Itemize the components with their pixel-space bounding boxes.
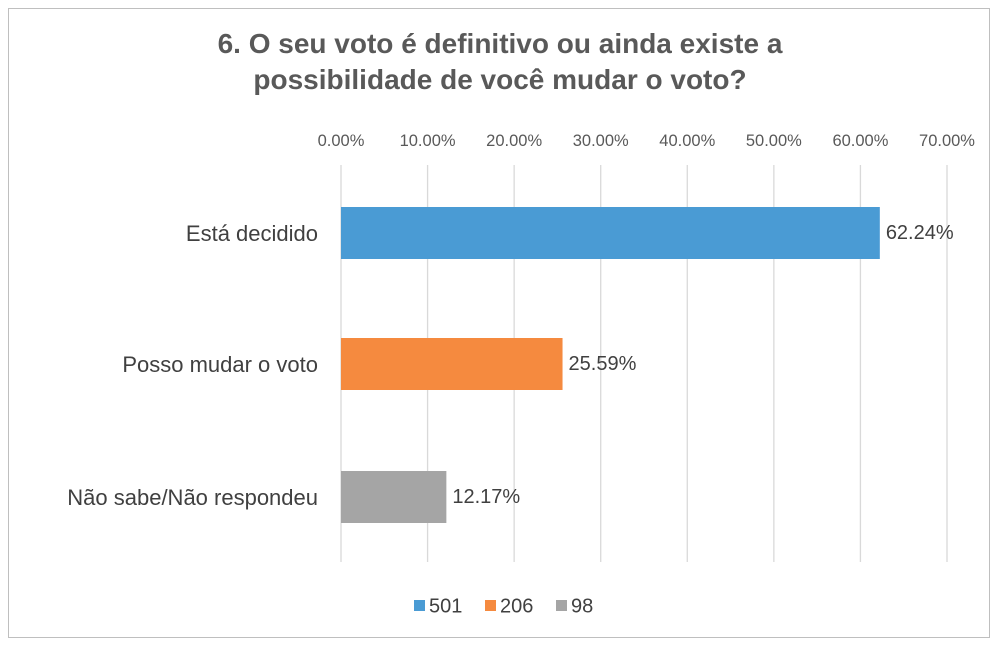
x-tick-label: 60.00% (832, 132, 888, 150)
legend-swatch (556, 600, 567, 611)
category-label: Não sabe/Não respondeu (67, 485, 318, 510)
legend-label: 98 (571, 596, 593, 618)
category-label: Está decidido (186, 221, 318, 246)
x-tick-label: 20.00% (486, 132, 542, 150)
x-tick-label: 10.00% (400, 132, 456, 150)
title-line-2: possibilidade de você mudar o voto? (253, 64, 747, 95)
legend-swatch (414, 600, 425, 611)
x-tick-label: 40.00% (659, 132, 715, 150)
x-tick-label: 0.00% (318, 132, 365, 150)
title-line-1: 6. O seu voto é definitivo ou ainda exis… (217, 28, 783, 59)
data-label: 62.24% (886, 222, 954, 244)
legend-swatch (485, 600, 496, 611)
data-label: 12.17% (452, 486, 520, 508)
bar-2 (341, 338, 563, 390)
x-tick-label: 30.00% (573, 132, 629, 150)
legend-label: 206 (500, 596, 533, 618)
bar-1 (341, 207, 880, 259)
bar-3 (341, 471, 447, 523)
x-tick-label: 50.00% (746, 132, 802, 150)
category-label: Posso mudar o voto (122, 352, 318, 377)
chart-frame (8, 8, 990, 638)
legend-label: 501 (429, 596, 462, 618)
x-tick-label: 70.00% (919, 132, 975, 150)
chart-title: 6. O seu voto é definitivo ou ainda exis… (0, 26, 1000, 98)
data-label: 25.59% (569, 353, 637, 375)
